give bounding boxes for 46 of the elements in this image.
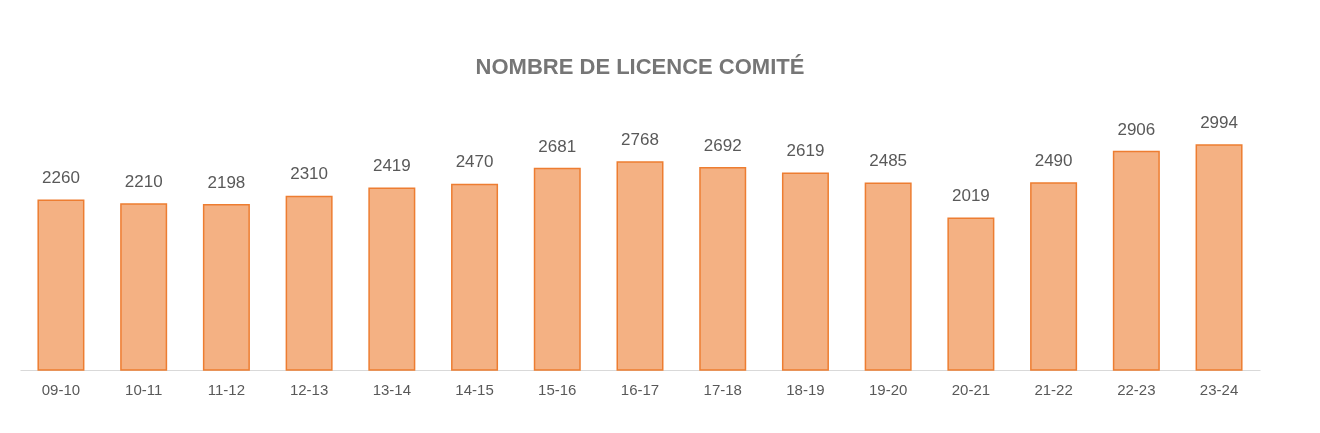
bar: [285, 195, 333, 371]
data-label: 2485: [869, 151, 908, 171]
bar: [864, 182, 912, 371]
data-label: 2310: [290, 164, 329, 184]
x-tick-label: 09-10: [41, 380, 81, 398]
data-label: 2490: [1034, 150, 1073, 170]
x-tick-label: 20-21: [951, 380, 991, 398]
bar: [533, 167, 581, 371]
chart-title: NOMBRE DE LICENCE COMITÉ: [475, 54, 805, 79]
x-tick-label: 12-13: [289, 380, 329, 398]
bar: [616, 161, 664, 371]
x-tick-label: 15-16: [538, 380, 577, 398]
x-tick-label: 19-20: [868, 380, 908, 398]
x-tick-label: 13-14: [372, 380, 412, 398]
data-label: 2470: [455, 152, 494, 172]
bar: [781, 172, 829, 371]
x-tick-label: 10-11: [125, 380, 163, 398]
data-label: 2994: [1200, 113, 1238, 132]
bar: [120, 203, 168, 371]
bar: [1195, 144, 1243, 371]
bar: [947, 217, 995, 371]
x-tick-label: 22-23: [1117, 380, 1156, 398]
bar: [1030, 182, 1078, 371]
data-label: 2019: [951, 186, 990, 206]
bar: [202, 204, 250, 371]
data-label: 2692: [703, 135, 742, 155]
bar: [1112, 150, 1160, 371]
x-tick-label: 17-18: [703, 380, 742, 398]
data-label: 2198: [207, 172, 246, 192]
data-label: 2419: [372, 156, 411, 176]
bar: [699, 166, 747, 371]
data-label: 2260: [42, 168, 80, 188]
data-label: 2906: [1117, 119, 1156, 139]
bar: [37, 199, 85, 371]
x-tick-label: 16-17: [620, 380, 660, 398]
x-tick-label: 23-24: [1199, 380, 1239, 398]
bar: [451, 183, 499, 371]
data-label: 2768: [621, 129, 659, 149]
data-label: 2681: [538, 136, 577, 156]
x-tick-label: 18-19: [786, 380, 825, 398]
bar: [368, 187, 416, 371]
data-label: 2619: [786, 141, 825, 161]
data-label: 2210: [124, 171, 163, 191]
x-tick-label: 11-12: [207, 380, 246, 398]
x-tick-label: 14-15: [455, 380, 494, 398]
x-tick-label: 21-22: [1034, 380, 1073, 398]
